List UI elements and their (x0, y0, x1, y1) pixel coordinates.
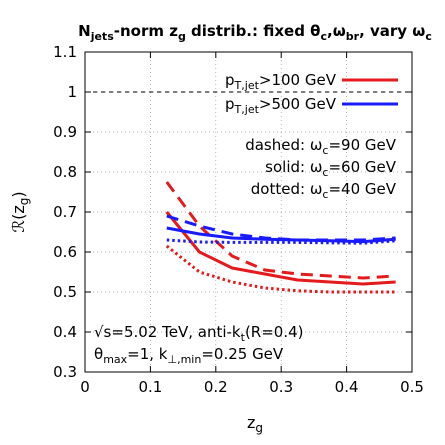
ticks: 0 0.1 0.2 0.3 0.4 0.5 0.3 0.4 0.5 0.6 0.7 0.8 0.9 1 1.… (53, 43, 424, 396)
x-tick-label: 0 (80, 378, 90, 396)
y-tick-label: 0.6 (53, 243, 77, 261)
y-tick-label: 0.5 (53, 283, 77, 301)
y-tick-label: 0.4 (53, 323, 77, 341)
x-tick-label: 0.5 (400, 378, 424, 396)
annotation-cuts: θmax​=1, k⊥,min​=0.25 GeV (94, 345, 284, 366)
legend-label: pT,jet​>500 GeV (225, 95, 337, 116)
annotation-energy: √s=5.02 TeV, anti-kt​(R=0.4) (94, 323, 304, 344)
y-tick-label: 0.9 (53, 123, 77, 141)
annotations: √s=5.02 TeV, anti-kt​(R=0.4)θmax​=1, k⊥,… (94, 323, 304, 366)
series-line-solid-blue (166, 226, 396, 244)
series-group (165, 181, 396, 294)
x-axis-label: zg​ (247, 413, 263, 435)
x-tick-label: 0.2 (204, 378, 228, 396)
y-axis-label: ℛ(zg​) (9, 191, 31, 232)
y-tick-label: 1 (67, 83, 77, 101)
style-note: dashed: ωc​=90 GeV (245, 136, 397, 157)
style-note: dotted: ωc​=40 GeV (251, 180, 397, 201)
y-tick-label: 1.1 (53, 43, 77, 61)
chart-title: Njets​-norm zg​ distrib.: fixed θc​,ωbr​… (78, 22, 432, 43)
x-tick-label: 0.4 (335, 378, 359, 396)
y-tick-label: 0.7 (53, 203, 77, 221)
style-note: solid: ωc​=60 GeV (265, 158, 397, 179)
y-tick-label: 0.8 (53, 163, 77, 181)
x-tick-label: 0.3 (269, 378, 293, 396)
series-line-dashed-red (165, 181, 396, 280)
legend: pT,jet​>100 GeV pT,jet​>500 GeV (225, 71, 398, 116)
legend-label: pT,jet​>100 GeV (225, 71, 337, 92)
series-line-solid-red (165, 211, 396, 286)
x-tick-label: 0.1 (138, 378, 162, 396)
y-tick-label: 0.3 (53, 363, 77, 381)
